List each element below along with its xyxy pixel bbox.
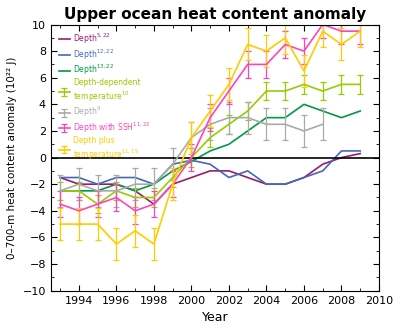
Depth$^{12,22}$ — [133, 175, 138, 179]
Depth$^{13,22}$ — [95, 189, 100, 193]
X-axis label: Year: Year — [202, 311, 228, 324]
Depth$^{5,22}$ — [339, 156, 344, 160]
Depth$^{12,22}$ — [208, 162, 212, 166]
Depth$^{12,22}$ — [58, 175, 62, 179]
Depth$^{13,22}$ — [302, 102, 306, 106]
Depth$^{5,22}$ — [152, 202, 156, 206]
Depth$^{5,22}$ — [76, 182, 81, 186]
Depth$^{13,22}$ — [58, 189, 62, 193]
Depth$^{13,22}$ — [264, 116, 269, 119]
Depth$^{13,22}$ — [283, 116, 288, 119]
Depth$^{5,22}$ — [245, 175, 250, 179]
Depth$^{5,22}$ — [133, 189, 138, 193]
Depth$^{13,22}$ — [189, 160, 194, 164]
Depth$^{5,22}$ — [189, 175, 194, 179]
Depth$^{13,22}$ — [114, 182, 119, 186]
Depth$^{5,22}$ — [58, 175, 62, 179]
Depth$^{13,22}$ — [358, 109, 363, 113]
Depth$^{12,22}$ — [152, 182, 156, 186]
Depth$^{5,22}$ — [302, 175, 306, 179]
Line: Depth$^{13,22}$: Depth$^{13,22}$ — [60, 104, 360, 191]
Depth$^{13,22}$ — [170, 169, 175, 173]
Depth$^{12,22}$ — [339, 149, 344, 153]
Depth$^{12,22}$ — [264, 182, 269, 186]
Title: Upper ocean heat content anomaly: Upper ocean heat content anomaly — [64, 7, 366, 22]
Depth$^{13,22}$ — [152, 182, 156, 186]
Depth$^{5,22}$ — [95, 182, 100, 186]
Depth$^{13,22}$ — [226, 142, 231, 146]
Depth$^{13,22}$ — [320, 109, 325, 113]
Depth$^{12,22}$ — [76, 175, 81, 179]
Depth$^{5,22}$ — [264, 182, 269, 186]
Depth$^{5,22}$ — [320, 162, 325, 166]
Depth$^{12,22}$ — [245, 169, 250, 173]
Depth$^{12,22}$ — [283, 182, 288, 186]
Depth$^{12,22}$ — [95, 182, 100, 186]
Depth$^{13,22}$ — [245, 129, 250, 133]
Depth$^{5,22}$ — [358, 152, 363, 156]
Depth$^{13,22}$ — [339, 116, 344, 119]
Depth$^{12,22}$ — [189, 158, 194, 162]
Depth$^{5,22}$ — [114, 182, 119, 186]
Depth$^{12,22}$ — [170, 162, 175, 166]
Depth$^{12,22}$ — [226, 175, 231, 179]
Depth$^{5,22}$ — [208, 169, 212, 173]
Depth$^{12,22}$ — [320, 169, 325, 173]
Y-axis label: 0–700-m heat content anomaly (10²² J): 0–700-m heat content anomaly (10²² J) — [7, 56, 17, 259]
Depth$^{13,22}$ — [133, 189, 138, 193]
Depth$^{13,22}$ — [76, 189, 81, 193]
Depth$^{5,22}$ — [226, 169, 231, 173]
Depth$^{5,22}$ — [170, 182, 175, 186]
Depth$^{12,22}$ — [302, 175, 306, 179]
Depth$^{12,22}$ — [114, 175, 119, 179]
Depth$^{12,22}$ — [358, 149, 363, 153]
Legend: Depth$^{5,22}$, Depth$^{12,22}$, Depth$^{13,22}$, Depth-dependent
temperature$^{: Depth$^{5,22}$, Depth$^{12,22}$, Depth$^… — [58, 31, 152, 162]
Line: Depth$^{12,22}$: Depth$^{12,22}$ — [60, 151, 360, 184]
Depth$^{13,22}$ — [208, 149, 212, 153]
Line: Depth$^{5,22}$: Depth$^{5,22}$ — [60, 154, 360, 204]
Depth$^{5,22}$ — [283, 182, 288, 186]
